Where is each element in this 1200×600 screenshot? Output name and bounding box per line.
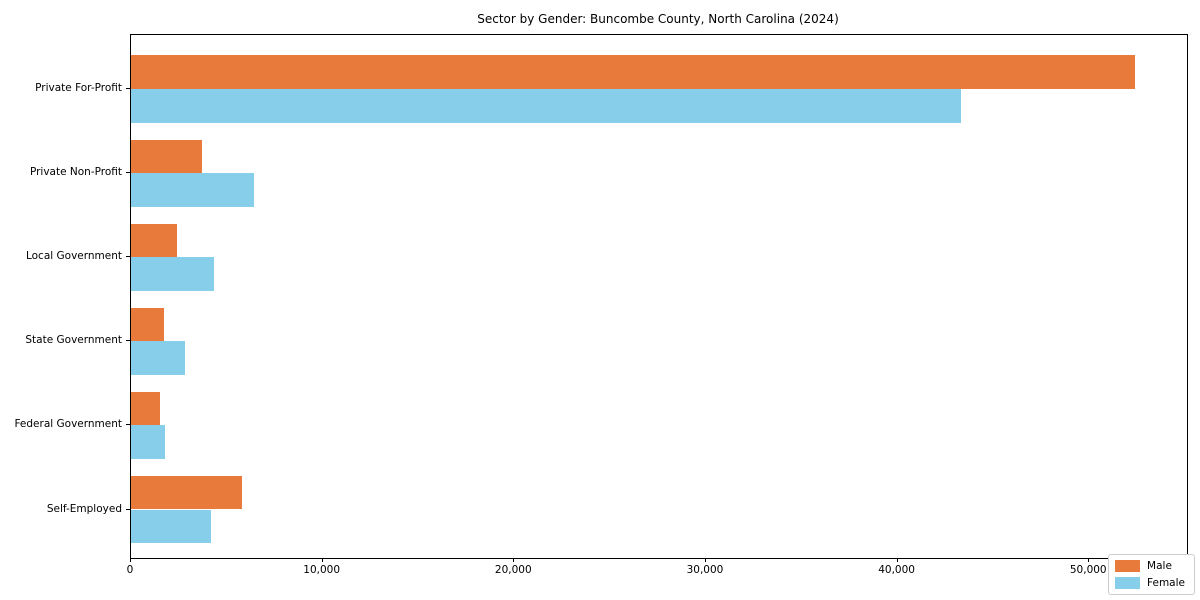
x-tick-label: 10,000 — [303, 564, 341, 576]
legend-swatch-male — [1115, 560, 1141, 572]
x-tick-mark — [321, 558, 323, 562]
y-tick-mark — [126, 172, 130, 174]
male-bar-2 — [131, 223, 177, 258]
female-bar-4 — [131, 425, 166, 459]
y-axis-label: State Government — [25, 334, 122, 347]
y-tick-mark — [126, 88, 130, 89]
female-bar-3 — [131, 341, 185, 375]
y-tick-mark — [126, 256, 130, 258]
male-bar-4 — [131, 391, 160, 426]
y-axis-label: Local Government — [25, 250, 122, 263]
female-bar-1 — [131, 173, 254, 207]
legend-label-female: Female — [1147, 577, 1185, 589]
female-bar-5 — [131, 509, 212, 544]
female-bar-0 — [131, 89, 961, 123]
legend-item-female: Female — [1115, 577, 1185, 589]
y-axis-label: Private For-Profit — [35, 82, 122, 94]
x-tick-mark — [130, 558, 131, 562]
male-bar-3 — [131, 307, 164, 342]
legend-item-male: Male — [1115, 560, 1185, 572]
x-tick-mark — [704, 558, 706, 562]
legend-label-male: Male — [1147, 560, 1172, 572]
y-axis-label: Self-Employed — [46, 502, 122, 515]
x-tick-label: 40,000 — [878, 564, 915, 576]
y-tick-mark — [126, 340, 130, 342]
y-axis-label: Private Non-Profit — [29, 166, 122, 179]
x-tick-mark — [1088, 558, 1090, 562]
x-tick-mark — [896, 558, 898, 562]
chart-title: Sector by Gender: Buncombe County, North… — [477, 12, 839, 26]
x-tick-label: 30,000 — [686, 564, 724, 576]
x-tick-mark — [513, 558, 515, 562]
female-bar-2 — [131, 257, 215, 291]
male-bar-0 — [131, 55, 1136, 89]
y-tick-mark — [126, 508, 130, 510]
y-axis-label: Federal Government — [14, 418, 122, 431]
x-tick-label: 20,000 — [494, 564, 532, 576]
x-tick-label: 50,000 — [1069, 564, 1107, 576]
plot-area — [130, 34, 1188, 559]
legend-swatch-female — [1115, 577, 1141, 589]
male-bar-1 — [131, 139, 202, 174]
male-bar-5 — [131, 475, 243, 510]
y-tick-mark — [126, 424, 130, 426]
x-tick-label: 0 — [126, 564, 134, 576]
legend: Male Female — [1108, 554, 1195, 595]
